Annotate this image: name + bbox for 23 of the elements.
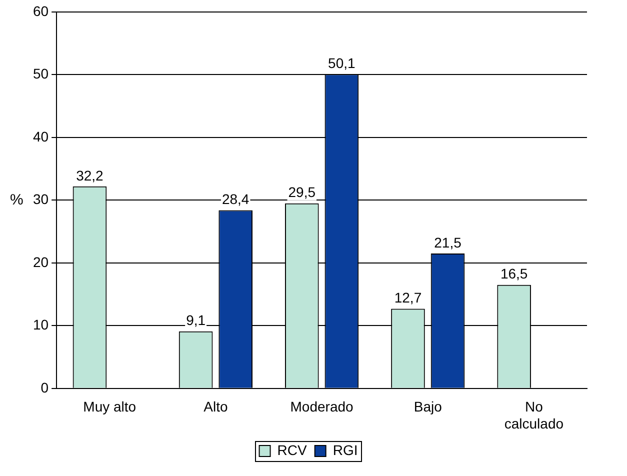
x-tick-label: Muy alto — [83, 398, 136, 415]
y-tick-label: 10 — [32, 316, 49, 333]
y-tick-label: 30 — [32, 191, 49, 208]
y-axis-title: % — [10, 191, 24, 208]
data-label: 28,4 — [222, 191, 250, 208]
legend-label: RCV — [277, 442, 308, 458]
x-tick-label: Bajo — [414, 398, 442, 415]
x-tick-label: Moderado — [290, 398, 354, 415]
y-tick-label: 0 — [40, 379, 49, 396]
data-label: 29,5 — [288, 184, 316, 200]
y-tick-label: 60 — [32, 2, 49, 19]
x-tick-label: Alto — [204, 398, 228, 415]
y-tick-label: 20 — [32, 254, 49, 270]
data-label: 21,5 — [434, 234, 462, 250]
y-tick-label: 50 — [32, 66, 49, 82]
data-label: 32,2 — [76, 167, 104, 184]
x-tick-label: No calculado — [504, 398, 564, 432]
data-label: 9,1 — [186, 312, 206, 328]
data-label: 16,5 — [500, 266, 528, 282]
data-label: 12,7 — [394, 290, 422, 306]
data-label: 50,1 — [328, 54, 356, 71]
y-tick-label: 40 — [32, 128, 49, 144]
legend-label: RGI — [332, 442, 358, 458]
